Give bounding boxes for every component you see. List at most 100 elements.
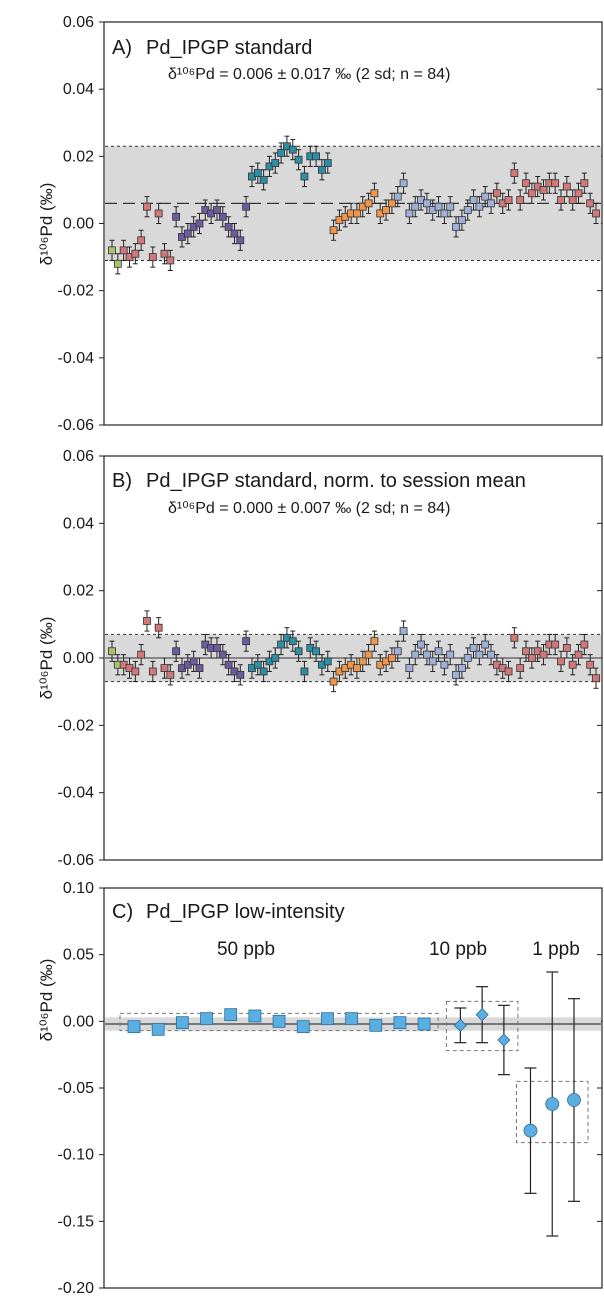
data-point (154, 209, 163, 218)
y-tick-label: -0.02 (58, 717, 95, 734)
data-point (236, 236, 245, 245)
panel-b-subtitle: δ¹⁰⁶Pd = 0.000 ± 0.007 ‰ (2 sd; n = 84) (168, 500, 450, 517)
data-point (154, 623, 163, 632)
data-point (522, 647, 530, 656)
data-point (329, 677, 338, 686)
data-point (353, 209, 361, 218)
data-point-square (248, 1009, 262, 1023)
data-point (405, 664, 414, 672)
data-point (411, 202, 420, 211)
data-point-circle (567, 1093, 581, 1107)
data-point-square (151, 1022, 165, 1036)
data-point (195, 219, 204, 228)
data-point (557, 657, 565, 666)
data-point (323, 159, 332, 167)
data-point-square (200, 1012, 213, 1026)
y-tick-label: 0.06 (63, 14, 94, 31)
data-point-square (272, 1014, 286, 1028)
panel-b: δ¹⁰⁶Pd (‰) B) Pd_IPGP standard, norm. to… (37, 448, 603, 869)
data-point (452, 670, 460, 679)
data-point (388, 199, 396, 208)
data-point (143, 202, 151, 211)
y-tick-label: -0.10 (58, 1147, 95, 1164)
y-tick-label: -0.06 (58, 417, 95, 434)
data-point-square (127, 1020, 141, 1034)
y-tick-label: -0.20 (58, 1280, 95, 1297)
data-point (288, 145, 297, 154)
data-point (131, 249, 140, 258)
data-point (148, 667, 157, 676)
data-point (160, 664, 169, 672)
data-point (393, 192, 402, 201)
data-point (300, 667, 309, 676)
data-point (195, 664, 204, 672)
data-point (504, 196, 513, 204)
data-point (417, 640, 425, 649)
data-point (405, 209, 414, 218)
data-point (370, 637, 379, 646)
data-point (224, 660, 233, 669)
data-point (364, 199, 373, 208)
data-point-square (345, 1012, 358, 1026)
data-point (271, 654, 280, 662)
data-point (574, 650, 583, 659)
data-point (148, 253, 157, 261)
data-point (592, 209, 600, 218)
data-point (422, 650, 431, 659)
data-point (218, 650, 227, 659)
data-point (592, 674, 600, 683)
data-point (329, 226, 338, 235)
data-point (259, 175, 268, 184)
data-point (160, 249, 169, 258)
data-point (277, 640, 286, 649)
data-point (452, 222, 460, 231)
data-point (562, 644, 571, 652)
data-point (463, 654, 472, 662)
y-tick-label: 0.04 (63, 81, 94, 98)
data-point (475, 202, 484, 211)
data-point (504, 667, 513, 676)
data-point (551, 640, 560, 649)
data-point (119, 246, 128, 255)
y-tick-label: 0.00 (63, 1013, 94, 1030)
data-point (358, 657, 367, 666)
data-point (586, 199, 595, 208)
data-point (113, 259, 122, 268)
panel-a-subtitle: δ¹⁰⁶Pd = 0.006 ± 0.017 ‰ (2 sd; n = 84) (168, 66, 450, 83)
y-tick-label: 0.04 (63, 515, 94, 532)
data-point (580, 179, 589, 188)
data-point (288, 637, 297, 646)
panel-a-ylabel: δ¹⁰⁶Pd (‰) (37, 183, 56, 266)
data-point (143, 617, 151, 625)
panel-b-ylabel: δ¹⁰⁶Pd (‰) (37, 617, 56, 700)
data-point (516, 196, 525, 204)
panel-c: δ¹⁰⁶Pd (‰) C) Pd_IPGP low-intensity 50 p… (37, 880, 603, 1297)
data-point (487, 199, 495, 208)
data-point (236, 670, 245, 679)
data-point (469, 644, 478, 652)
data-point-circle (523, 1123, 538, 1138)
panel-a-title: Pd_IPGP standard (146, 37, 312, 59)
data-point (463, 206, 472, 214)
data-point (131, 667, 140, 676)
data-point (527, 189, 536, 198)
data-point (440, 209, 449, 218)
data-point-square (369, 1018, 383, 1032)
data-point-square (321, 1012, 334, 1026)
data-point (539, 650, 548, 659)
data-point (399, 179, 408, 188)
data-point-square (224, 1008, 238, 1022)
data-point (434, 202, 443, 211)
data-point (137, 236, 146, 245)
data-point (213, 644, 221, 652)
y-tick-label: -0.04 (58, 785, 95, 802)
data-point-circle (545, 1097, 560, 1111)
y-tick-label: 0.06 (63, 448, 94, 465)
data-point (492, 189, 501, 198)
data-point (539, 186, 548, 194)
data-point (481, 640, 490, 649)
data-point (428, 657, 437, 666)
data-point (277, 149, 286, 157)
data-point (370, 189, 379, 198)
